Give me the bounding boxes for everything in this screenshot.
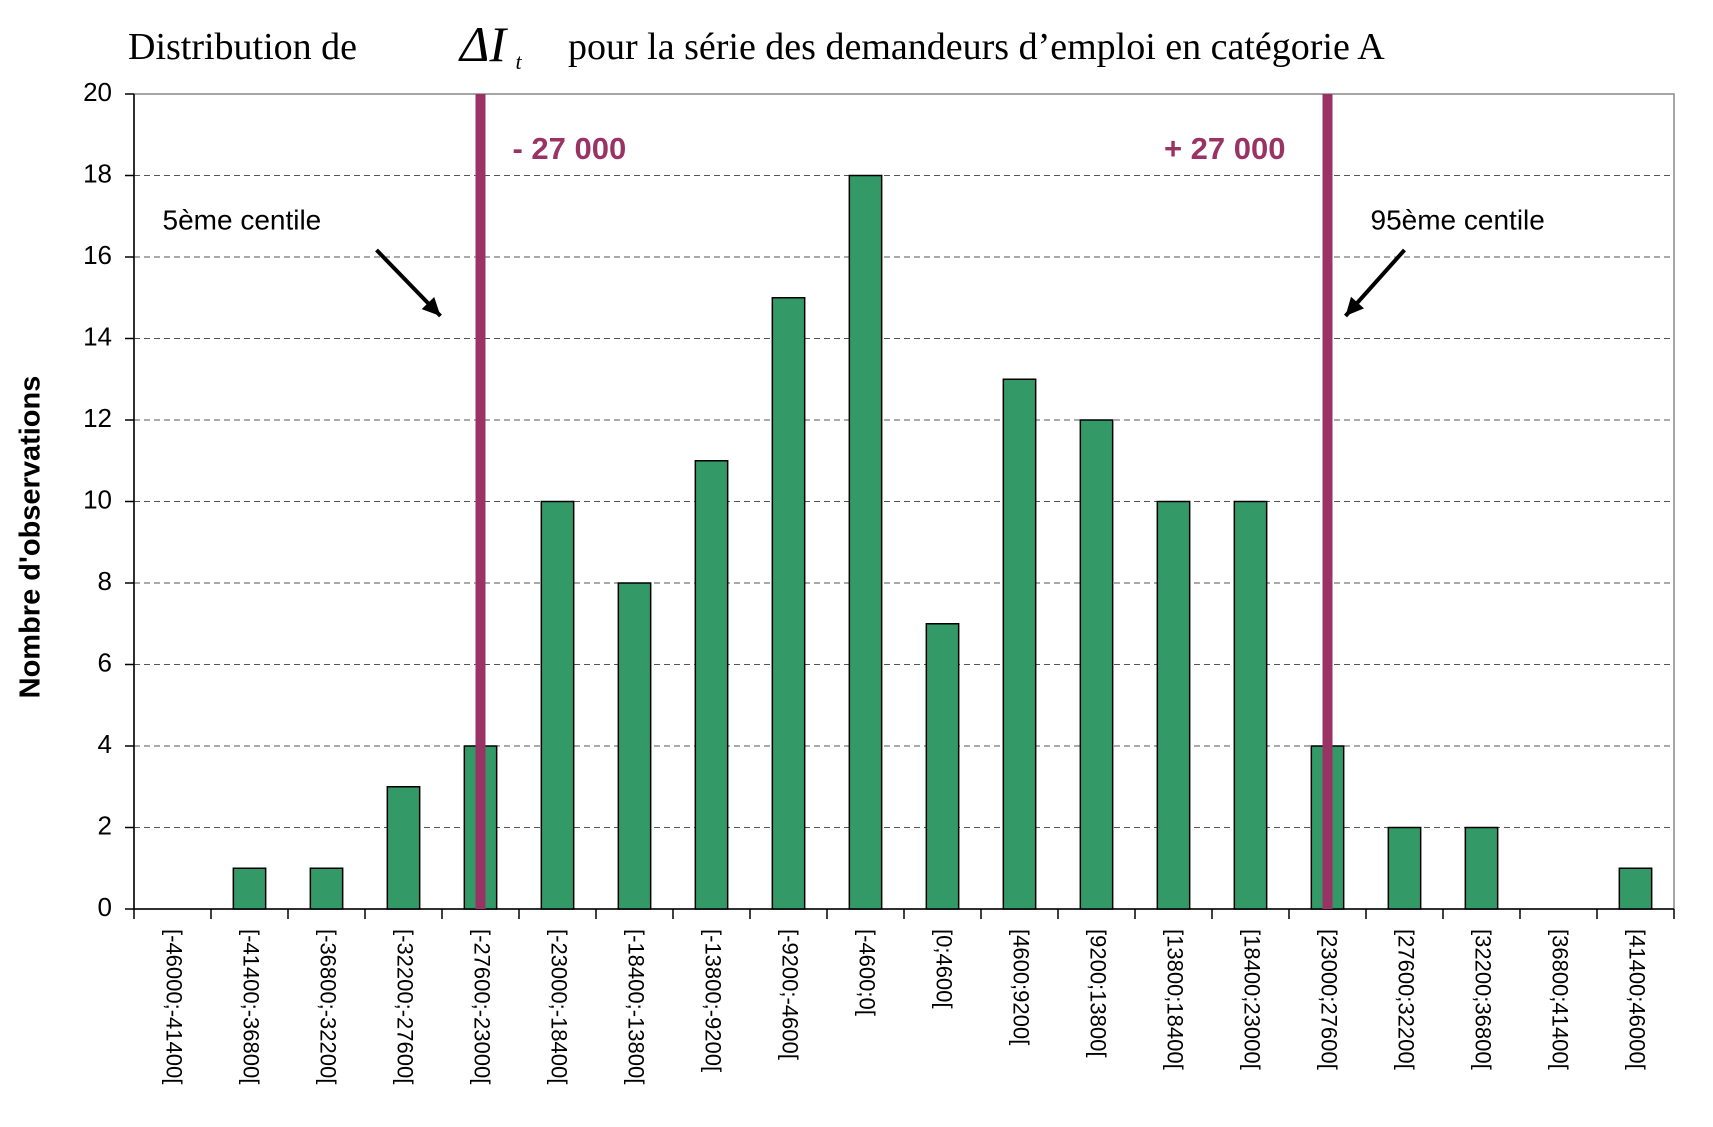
annotation: 95ème centile [1371,204,1545,235]
bar [1002,378,1037,910]
x-tick-label: [13800;18400[ [1163,929,1188,1070]
y-tick-label: 16 [83,240,112,270]
x-tick-label: [23000;27600[ [1317,929,1342,1070]
title-part: Distribution de [128,26,357,68]
reference-label: + 27 000 [1164,131,1286,166]
y-tick-label: 6 [98,647,112,677]
bar [232,867,267,910]
title-part: pour la série des demandeurs d’emploi en… [568,26,1385,68]
x-tick-label: [41400;46000[ [1625,929,1650,1070]
x-tick-label: [4600;9200[ [1009,929,1034,1045]
bar [1464,826,1499,910]
bar [848,174,883,910]
y-tick-label: 14 [83,321,112,351]
bar [925,623,960,910]
y-tick-label: 0 [98,892,112,922]
bar [1387,826,1422,910]
x-tick-label: [-36800;-32200[ [316,929,341,1084]
y-tick-label: 2 [98,810,112,840]
y-tick-label: 12 [83,403,112,433]
y-axis-label: Nombre d'observations [15,376,47,699]
x-tick-label: [-23000;-18400[ [547,929,572,1084]
x-tick-label: [-46000;-41400[ [162,929,187,1084]
bar [617,582,652,910]
bar [771,297,806,910]
x-tick-label: [-13800;-9200[ [701,929,726,1072]
bar [1079,419,1114,910]
title-subscript: t [516,49,523,74]
x-tick-label: [9200;13800[ [1086,929,1111,1057]
bar [540,500,575,910]
y-tick-label: 20 [83,77,112,107]
arrow-head [1345,296,1364,316]
y-tick-label: 4 [98,729,112,759]
y-tick-label: 8 [98,566,112,596]
annotation: 5ème centile [163,204,322,235]
x-tick-label: [18400;23000[ [1240,929,1265,1070]
x-tick-label: [-9200;-4600[ [778,929,803,1060]
y-tick-label: 10 [83,484,112,514]
chart-title: Distribution de ΔI t pour la série des d… [128,16,1385,81]
x-tick-label: [-27600;-23000[ [470,929,495,1084]
arrow-head [421,297,441,316]
bar [309,867,344,910]
x-tick-label: [-4600;0[ [855,929,880,1016]
bar [694,460,729,910]
title-symbol: ΔI [458,16,508,72]
bar [1618,867,1653,910]
reference-label: - 27 000 [513,131,627,166]
x-tick-label: [0;4600[ [932,929,957,1009]
bar [1156,500,1191,910]
x-tick-label: [-32200;-27600[ [393,929,418,1084]
x-tick-label: [27600;32200[ [1394,929,1419,1070]
bar [1233,500,1268,910]
x-tick-label: [-41400;-36800[ [239,929,264,1084]
y-tick-label: 18 [83,158,112,188]
x-tick-label: [-18400;-13800[ [624,929,649,1084]
x-tick-label: [32200;36800[ [1471,929,1496,1070]
bar [386,786,421,910]
x-tick-label: [36800;41400[ [1548,929,1573,1070]
